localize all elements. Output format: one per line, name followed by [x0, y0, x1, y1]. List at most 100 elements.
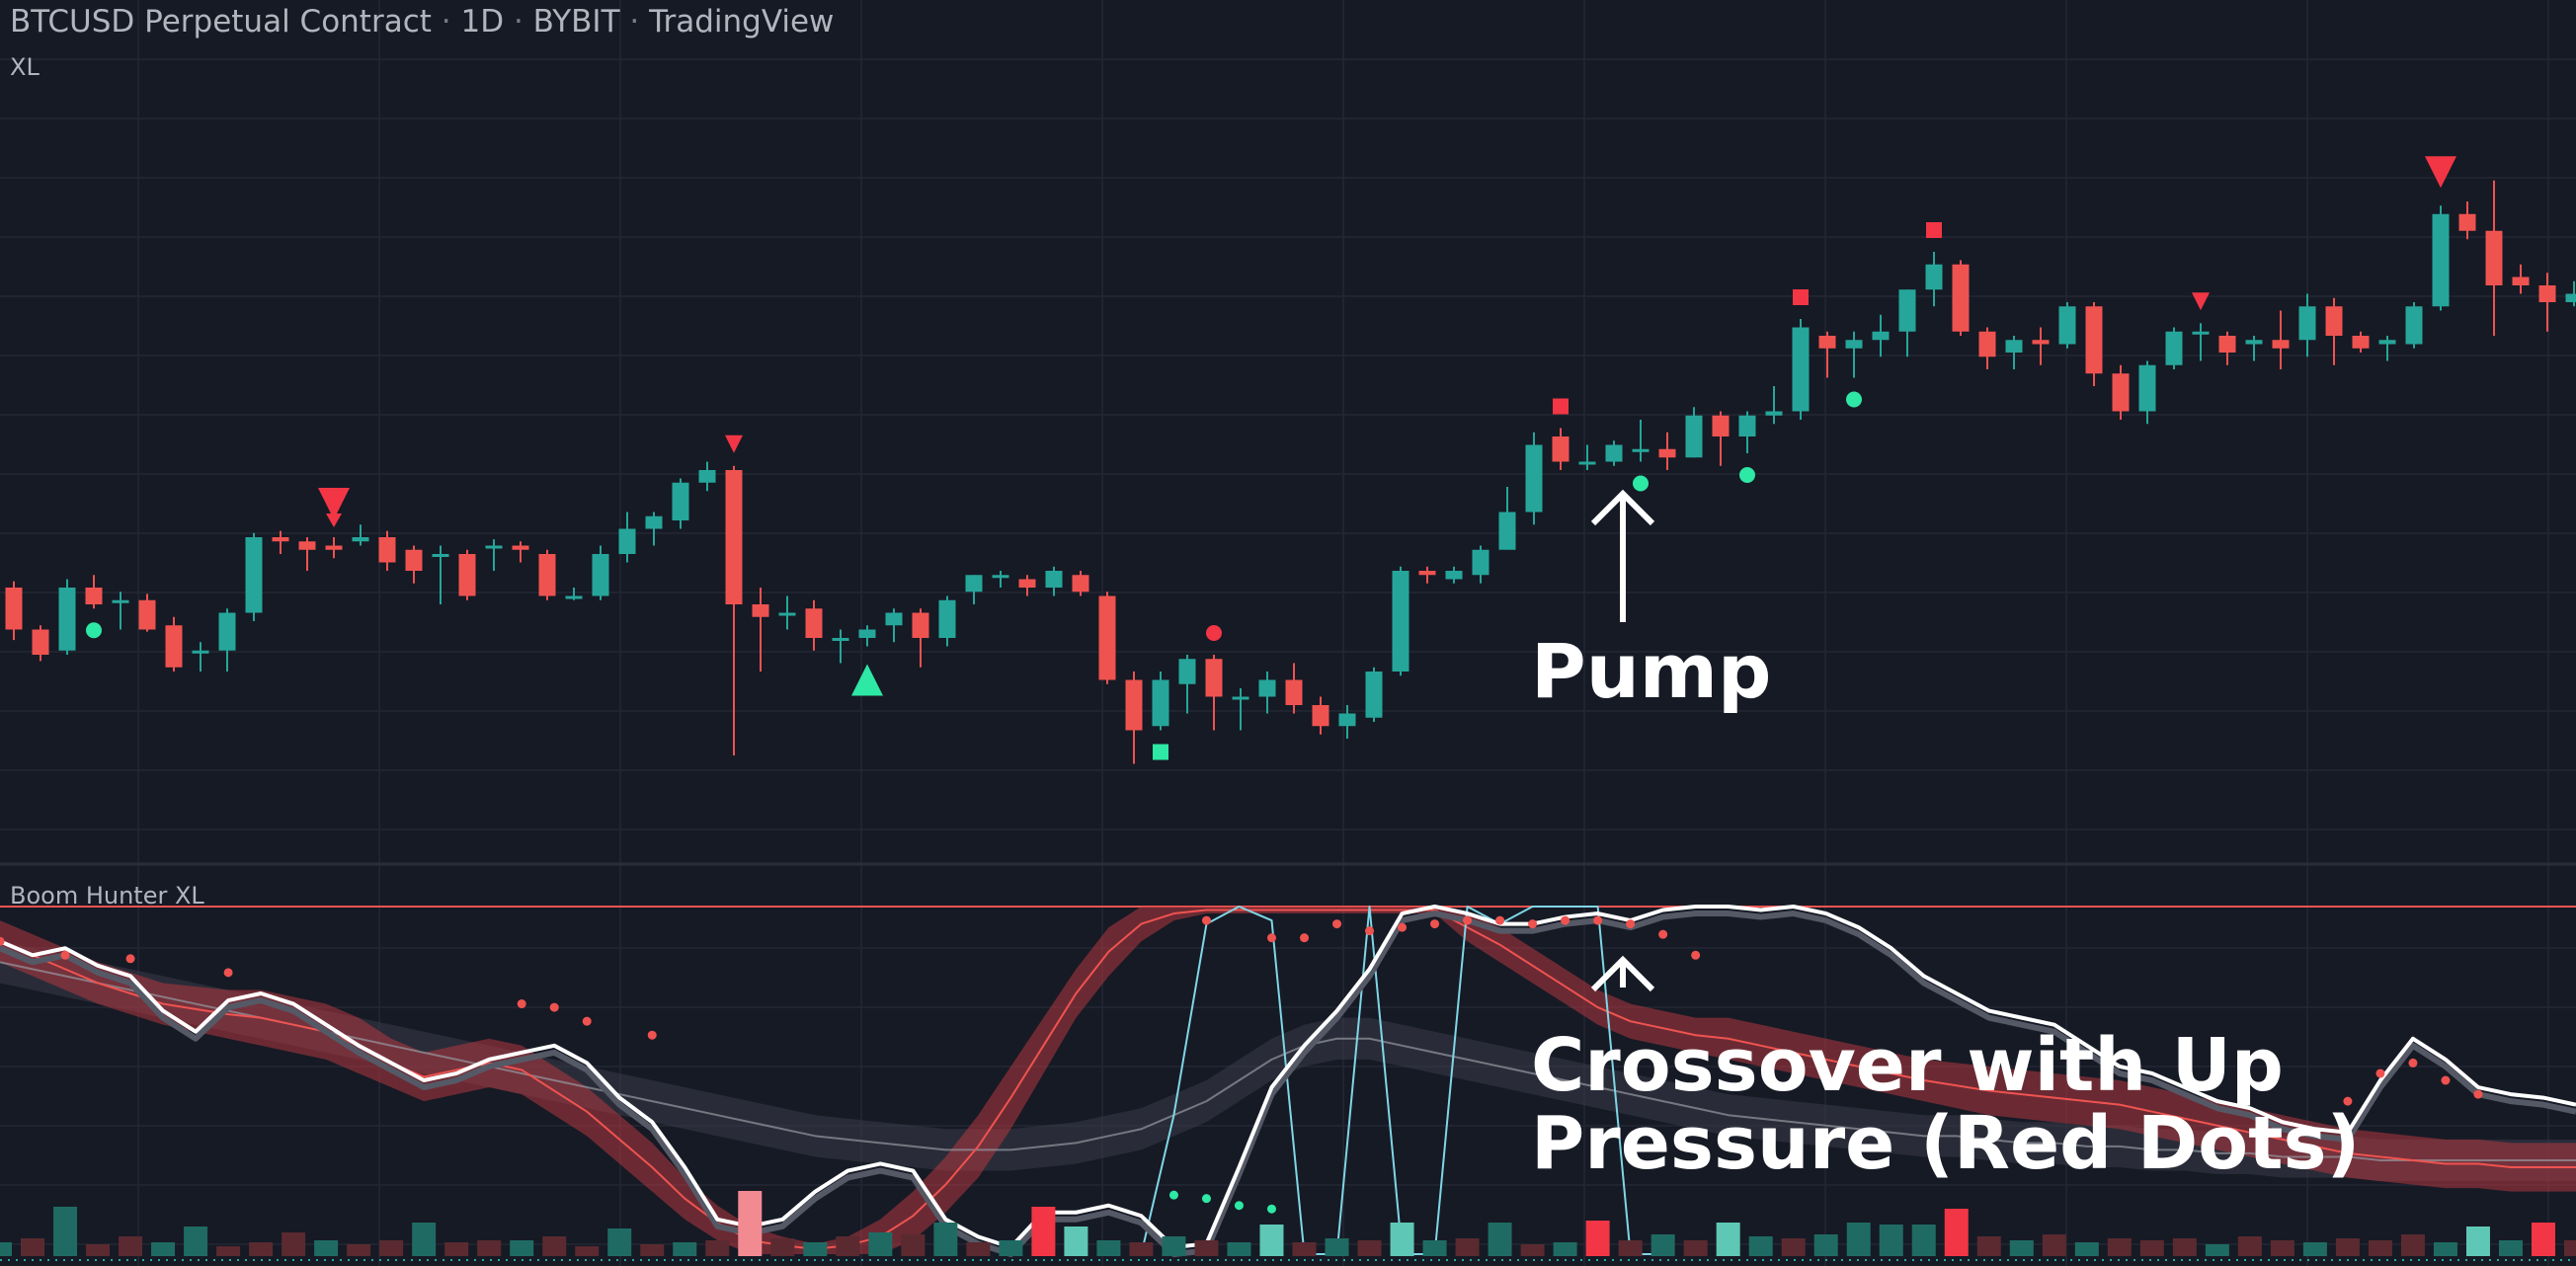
volume-bar: [673, 1242, 697, 1256]
volume-bar: [1064, 1226, 1088, 1256]
volume-bar: [1911, 1225, 1936, 1256]
candle: [2352, 331, 2370, 353]
candle: [1845, 331, 1863, 378]
candle-body: [192, 650, 209, 654]
candle: [1125, 672, 1143, 764]
main-pane-label[interactable]: XL: [10, 53, 40, 81]
candle-body: [752, 604, 769, 617]
green-dot: [1266, 1204, 1276, 1214]
candle-body: [1925, 264, 1943, 290]
interval-label[interactable]: 1D: [460, 4, 505, 40]
volume-bar: [705, 1240, 730, 1256]
candle-body: [2058, 306, 2076, 345]
candle-body: [2352, 336, 2370, 349]
candle-body: [1152, 679, 1169, 727]
candle-body: [1525, 444, 1543, 513]
volume-bar: [1846, 1223, 1871, 1256]
candle-body: [1045, 571, 1063, 588]
candle: [1258, 672, 1276, 714]
candle-body: [1658, 448, 1676, 458]
candle: [1498, 487, 1516, 550]
red-dot: [1398, 922, 1408, 932]
red-dot: [1266, 933, 1276, 943]
candle: [938, 595, 956, 647]
candle-body: [1872, 331, 1890, 341]
candle: [1765, 386, 1783, 425]
candle-body: [1365, 672, 1383, 718]
candle: [725, 465, 743, 755]
marker-circle: [1206, 625, 1222, 641]
candle-body: [352, 537, 369, 542]
red-dot: [1365, 926, 1375, 936]
candle: [5, 581, 23, 641]
candle: [1285, 663, 1303, 714]
red-dot: [1300, 933, 1310, 943]
candle-body: [272, 537, 289, 542]
candle-body: [1818, 336, 1836, 349]
candle-body: [2032, 340, 2050, 345]
candle: [1685, 407, 1703, 458]
candle-body: [1765, 411, 1783, 416]
crossover-arrow-icon-head: [1590, 955, 1655, 992]
volume-bar: [575, 1246, 600, 1256]
candle: [992, 571, 1009, 588]
volume-bar: [2107, 1238, 2132, 1256]
candle: [645, 512, 663, 546]
red-dot: [517, 999, 526, 1009]
candle-body: [1205, 659, 1223, 697]
candle: [1338, 705, 1356, 739]
red-dot: [1430, 919, 1440, 929]
white-line: [0, 905, 2576, 1249]
candle-body: [2005, 340, 2023, 353]
chart-header: BTCUSD Perpetual Contract · 1D · BYBIT ·…: [10, 4, 834, 40]
volume-bar: [901, 1234, 926, 1256]
candle-body: [1498, 512, 1516, 550]
candle-body: [1738, 415, 1756, 436]
candle-body: [58, 588, 76, 651]
candle: [832, 629, 849, 664]
green-dot: [1234, 1201, 1244, 1211]
candle: [1738, 411, 1756, 453]
candle-body: [1632, 448, 1650, 452]
volume-bar: [1976, 1236, 2001, 1256]
candle: [538, 549, 556, 600]
volume-bar: [542, 1236, 567, 1256]
marker-triangle-down: [725, 435, 743, 453]
candle: [1445, 566, 1463, 584]
candle-body: [1392, 571, 1409, 672]
candle-body: [458, 554, 476, 596]
volume-bar: [1422, 1240, 1447, 1256]
red-dot: [1201, 915, 1211, 925]
candle: [1098, 592, 1116, 684]
volume-bar: [640, 1244, 665, 1256]
candle-body: [1125, 679, 1143, 731]
red-dot: [1626, 919, 1636, 929]
candle: [432, 545, 449, 604]
candle-body: [2432, 213, 2450, 307]
candle-body: [618, 528, 636, 554]
candle-body: [2085, 306, 2103, 374]
candle-body: [1978, 331, 1996, 357]
volume-bar: [379, 1240, 404, 1256]
candle: [58, 579, 76, 655]
candle-body: [112, 599, 129, 603]
candle: [1632, 420, 1650, 462]
candle: [2058, 302, 2076, 349]
candle-body: [2378, 340, 2396, 345]
candle-body: [778, 612, 796, 616]
candle-body: [2165, 331, 2183, 365]
symbol-name[interactable]: BTCUSD Perpetual Contract: [10, 4, 432, 40]
red-dot: [1332, 919, 1342, 929]
volume-bar: [2564, 1240, 2576, 1256]
candle: [405, 545, 423, 584]
candle-body: [938, 599, 956, 638]
candle-body: [1312, 705, 1329, 727]
volume-bar: [607, 1228, 632, 1256]
candle-body: [485, 545, 503, 549]
indicator-pane-label[interactable]: Boom Hunter XL: [10, 882, 204, 910]
candle-body: [1178, 659, 1196, 684]
volume-bar: [1292, 1242, 1317, 1256]
volume-bar: [1944, 1209, 1969, 1256]
candle-body: [912, 612, 929, 638]
